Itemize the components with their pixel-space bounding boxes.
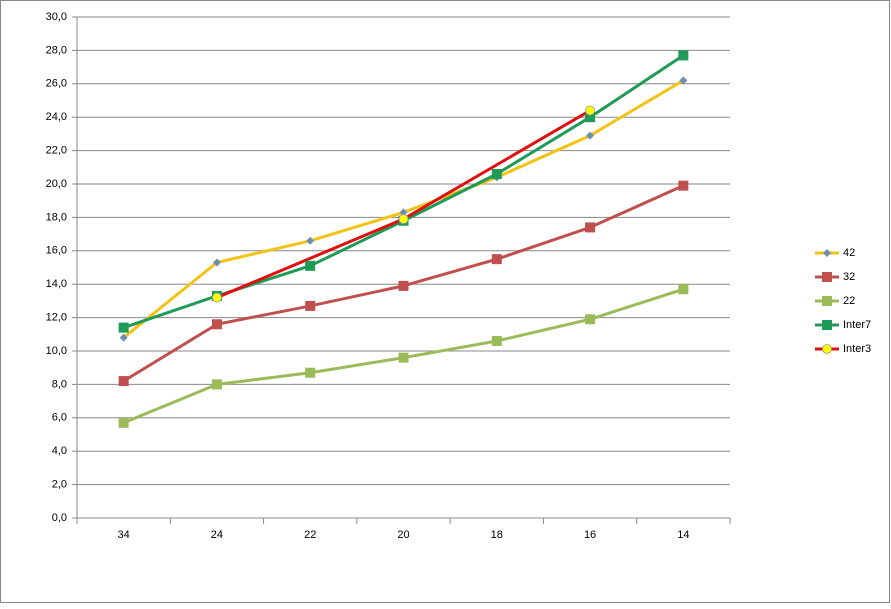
legend-marker: [822, 272, 832, 282]
data-point: [211, 319, 222, 330]
data-point: [118, 417, 129, 428]
data-point: [678, 180, 689, 191]
data-point: [305, 260, 316, 271]
x-tick-label: 22: [304, 529, 316, 541]
data-point: [678, 50, 689, 61]
y-tick-label: 18,0: [46, 211, 67, 223]
data-point: [212, 258, 221, 267]
y-tick-label: 6,0: [52, 412, 67, 424]
legend-label: Inter7: [843, 319, 871, 331]
y-tick-label: 12,0: [46, 312, 67, 324]
x-tick-label: 20: [397, 529, 409, 541]
x-tick-label: 18: [491, 529, 503, 541]
y-tick-label: 24,0: [46, 111, 67, 123]
data-point: [399, 208, 408, 217]
data-point: [585, 222, 596, 233]
y-tick-label: 30,0: [46, 11, 67, 23]
legend-marker: [823, 249, 831, 257]
data-point: [585, 105, 595, 116]
data-point: [211, 379, 222, 390]
legend-label: 22: [843, 295, 855, 307]
data-point: [306, 236, 315, 245]
x-tick-label: 14: [677, 529, 689, 541]
y-tick-label: 20,0: [46, 178, 67, 190]
legend-label: 32: [843, 271, 855, 283]
data-point: [212, 292, 222, 303]
y-tick-label: 2,0: [52, 479, 67, 491]
data-point: [586, 131, 595, 140]
y-tick-label: 26,0: [46, 78, 67, 90]
data-point: [585, 112, 596, 123]
data-point: [398, 352, 409, 363]
y-tick-label: 14,0: [46, 278, 67, 290]
legend-marker: [822, 320, 832, 330]
data-point: [118, 376, 129, 387]
legend-label: Inter3: [843, 343, 871, 355]
y-tick-label: 10,0: [46, 345, 67, 357]
y-tick-label: 0,0: [52, 512, 67, 524]
data-point: [398, 280, 409, 291]
data-point: [678, 284, 689, 295]
x-tick-label: 16: [584, 529, 596, 541]
data-point: [491, 168, 502, 179]
data-point: [305, 300, 316, 311]
y-tick-label: 28,0: [46, 44, 67, 56]
x-tick-label: 34: [118, 529, 130, 541]
data-point: [585, 314, 596, 325]
data-point: [679, 76, 688, 85]
data-point: [491, 335, 502, 346]
data-point: [491, 254, 502, 265]
data-point: [118, 322, 129, 333]
legend-label: 42: [843, 247, 855, 259]
legend-marker: [822, 296, 832, 306]
y-tick-label: 8,0: [52, 378, 67, 390]
x-tick-label: 24: [211, 529, 223, 541]
data-point: [398, 214, 409, 224]
legend-marker: [822, 344, 832, 354]
y-tick-label: 22,0: [46, 145, 67, 157]
data-point: [305, 367, 316, 378]
data-point: [119, 333, 128, 342]
y-tick-label: 16,0: [46, 245, 67, 257]
y-tick-label: 4,0: [52, 445, 67, 457]
